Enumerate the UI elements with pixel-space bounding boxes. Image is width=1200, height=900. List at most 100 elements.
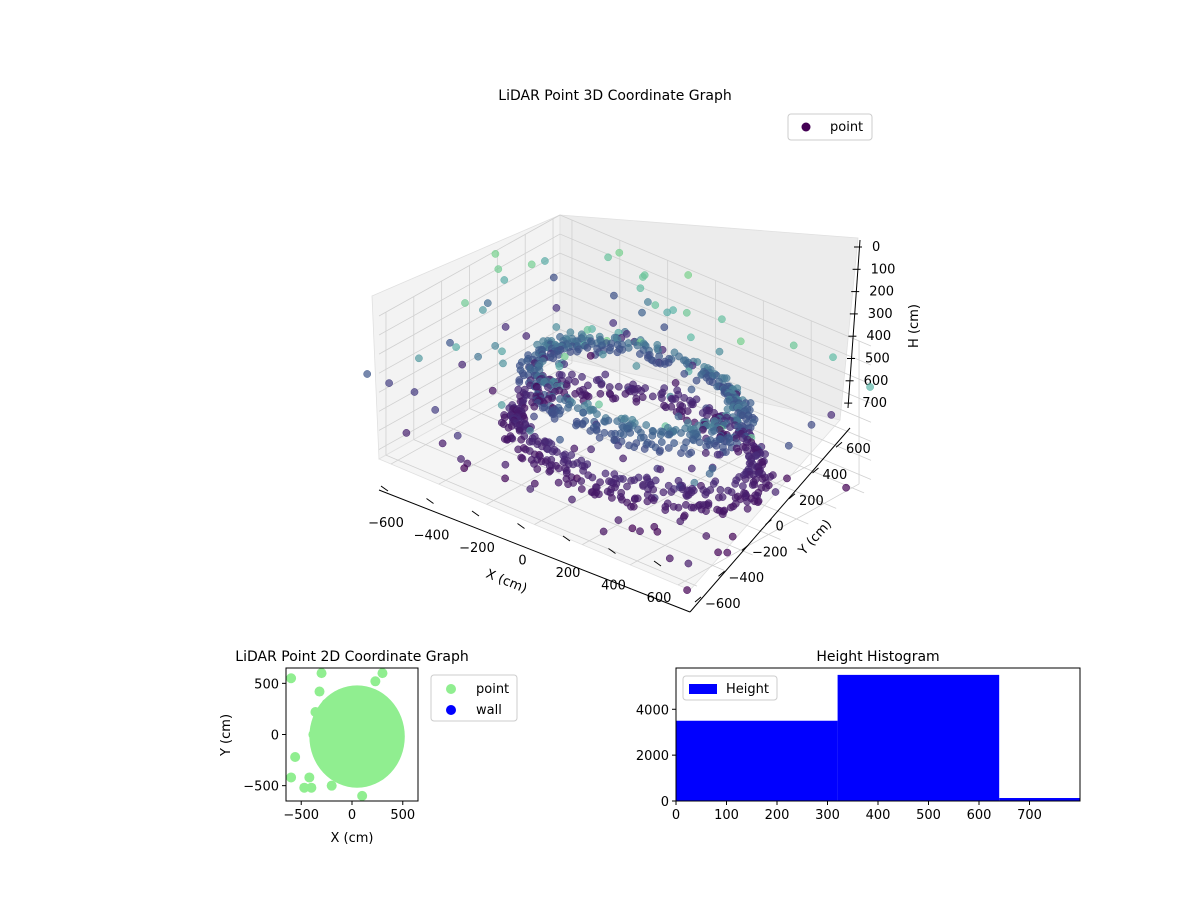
- point-3d: [714, 548, 722, 557]
- point-3d: [479, 306, 487, 314]
- x-tick-label: −400: [414, 529, 450, 544]
- y-tick: [694, 596, 702, 603]
- point-3d: [553, 448, 561, 456]
- grid-line: [378, 290, 561, 393]
- point-3d: [638, 393, 647, 402]
- point-3d: [588, 473, 597, 482]
- point-2d: [316, 668, 327, 679]
- point-3d: [572, 421, 580, 430]
- point-2d: [304, 772, 315, 783]
- point-3d: [661, 360, 669, 368]
- x-tick-label: 400: [601, 579, 626, 594]
- point-3d: [614, 441, 622, 450]
- point-3d: [702, 507, 710, 515]
- x-tick-label: −200: [459, 541, 495, 556]
- x-tick-label: 400: [866, 808, 891, 823]
- point-3d: [668, 395, 677, 404]
- histogram-bar: [837, 674, 1000, 801]
- point-3d: [743, 504, 752, 513]
- grid-line: [677, 483, 860, 586]
- x-tick-label: 0: [348, 808, 356, 823]
- histogram-legend: Height: [682, 675, 778, 701]
- point-3d: [518, 454, 527, 463]
- x-tick: [653, 560, 662, 567]
- chart-2d-legend: point wall: [430, 674, 518, 722]
- point-3d: [605, 383, 614, 391]
- y-tick-label: 200: [799, 494, 824, 509]
- histogram-bar: [999, 798, 1080, 801]
- point-3d: [573, 404, 582, 413]
- y-tick-label: 4000: [636, 703, 669, 718]
- point-3d: [595, 433, 604, 442]
- point-3d: [601, 417, 609, 426]
- point-3d: [649, 496, 658, 505]
- legend-marker-wall: [446, 705, 456, 715]
- y-tick: [741, 545, 749, 551]
- point-3d: [460, 464, 469, 473]
- point-3d: [515, 378, 524, 386]
- point-3d: [627, 476, 635, 485]
- point-3d: [665, 554, 674, 563]
- point-3d: [628, 524, 637, 533]
- point-3d: [727, 488, 736, 496]
- point-3d: [715, 347, 724, 356]
- point-3d: [629, 502, 638, 511]
- x-tick-label: −500: [283, 808, 319, 823]
- x-tick: [426, 498, 434, 504]
- x-tick: [471, 510, 480, 517]
- point-3d: [716, 486, 725, 494]
- point-3d: [533, 465, 542, 473]
- point-3d: [577, 485, 586, 493]
- point-3d: [571, 389, 580, 398]
- point-3d: [363, 370, 372, 378]
- point-3d: [503, 436, 511, 444]
- point-3d: [554, 464, 563, 473]
- y-tick-label: 0: [661, 795, 669, 810]
- point-3d: [579, 466, 587, 475]
- grid-line: [378, 252, 561, 355]
- point-3d: [579, 409, 588, 417]
- point-3d: [522, 332, 531, 340]
- legend-label-wall: wall: [476, 703, 502, 718]
- y-tick: [788, 493, 796, 500]
- y-tick-label: 500: [254, 677, 279, 692]
- point-3d: [692, 376, 701, 385]
- point-3d: [438, 439, 447, 448]
- legend-marker-point: [801, 122, 811, 132]
- point-3d: [556, 435, 564, 444]
- point-3d: [527, 260, 536, 269]
- point-3d: [604, 253, 612, 262]
- legend-swatch-height: [689, 684, 717, 694]
- point-3d: [619, 475, 627, 483]
- z-tick-label: 0: [872, 240, 880, 255]
- point-3d: [498, 347, 506, 356]
- point-2d: [314, 686, 325, 697]
- grid-line: [378, 214, 561, 317]
- point-3d: [683, 586, 691, 594]
- point-3d: [385, 379, 393, 387]
- point-3d: [662, 403, 670, 412]
- chart-2d-ylabel: Y (cm): [219, 714, 234, 757]
- point-3d: [671, 379, 680, 387]
- histogram-title: Height Histogram: [816, 649, 939, 665]
- point-3d: [734, 447, 743, 456]
- point-3d: [501, 323, 510, 331]
- point-3d: [655, 448, 664, 456]
- point-3d: [664, 430, 673, 439]
- point-3d: [670, 439, 678, 447]
- x-tick: [517, 523, 525, 529]
- point-3d: [674, 503, 683, 512]
- point-3d: [601, 469, 610, 478]
- histogram-bar: [676, 720, 838, 801]
- point-3d: [661, 506, 670, 514]
- x-tick: [608, 548, 616, 554]
- chart-2d-xlabel: X (cm): [331, 831, 374, 846]
- point-3d: [552, 304, 561, 312]
- x-tick-label: 700: [1017, 808, 1042, 823]
- point-3d: [636, 350, 644, 358]
- point-2d: [310, 706, 321, 717]
- z-tick-label: 400: [866, 329, 891, 344]
- x-axis-label: X (cm): [484, 567, 529, 597]
- point-3d: [605, 346, 614, 355]
- point-3d: [687, 464, 696, 473]
